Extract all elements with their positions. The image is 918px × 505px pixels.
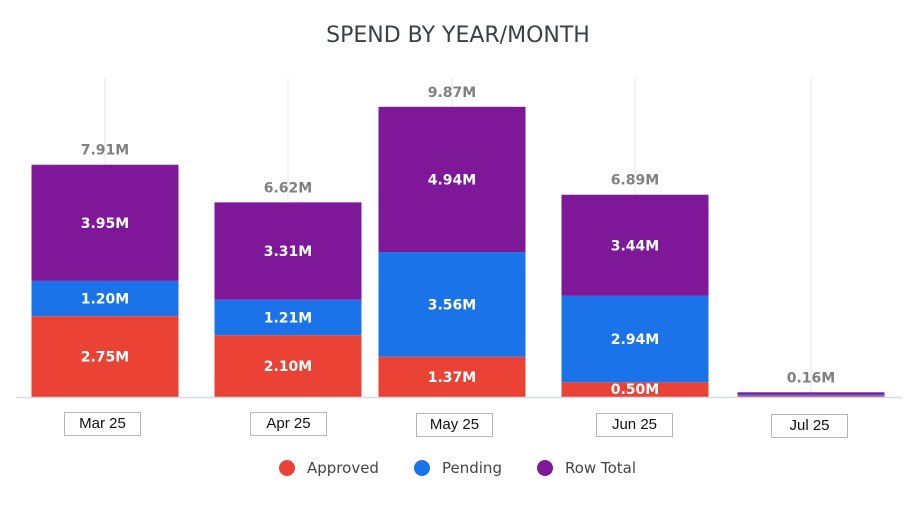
legend-dot-icon xyxy=(537,460,553,476)
total-value-label: 9.87M xyxy=(428,85,476,101)
bar-segment-pending[interactable] xyxy=(378,252,526,357)
segment-value-label: 3.95M xyxy=(81,216,129,232)
data-labels: 2.75M 1.20M 3.95M 7.91M 2.10M 1.21M 3.31M 6.62M… xyxy=(81,85,835,398)
legend-label: Row Total xyxy=(565,459,636,477)
legend-dot-icon xyxy=(414,460,430,476)
total-value-label: 6.89M xyxy=(611,172,659,188)
segment-value-label: 2.75M xyxy=(81,350,129,366)
segment-value-label: 3.31M xyxy=(264,244,312,260)
segment-value-label: 3.56M xyxy=(428,297,476,313)
bar-segment-pending[interactable] xyxy=(31,280,179,317)
bar-segment-approved[interactable] xyxy=(378,356,526,397)
x-tick-label: May 25 xyxy=(416,413,493,437)
bar-segment-row-total[interactable] xyxy=(561,194,709,296)
legend-dot-icon xyxy=(279,460,295,476)
legend-item-pending[interactable]: Pending xyxy=(414,457,502,479)
bar-segment-row-total[interactable] xyxy=(378,106,526,253)
bar-segment-row-total[interactable] xyxy=(737,392,885,395)
bar-segment-pending[interactable] xyxy=(214,299,362,336)
x-tick-label: Jul 25 xyxy=(771,414,848,438)
segment-value-label: 2.94M xyxy=(611,332,659,348)
legend-item-approved[interactable]: Approved xyxy=(279,457,379,479)
segment-value-label: 3.44M xyxy=(611,238,659,254)
segment-value-label: 1.21M xyxy=(264,310,312,326)
x-tick-label: Mar 25 xyxy=(64,412,141,436)
total-value-label: 0.16M xyxy=(787,370,835,386)
legend-item-row-total[interactable]: Row Total xyxy=(537,457,636,479)
segment-value-label: 1.37M xyxy=(428,370,476,386)
bar-segment-approved[interactable] xyxy=(561,382,709,397)
bars xyxy=(31,106,885,397)
legend-label: Pending xyxy=(442,459,502,477)
segment-value-label: 1.20M xyxy=(81,292,129,308)
bar-segment-pending[interactable] xyxy=(561,295,709,383)
bar-segment-row-total[interactable] xyxy=(214,202,362,300)
segment-value-label: 0.50M xyxy=(611,382,659,398)
total-value-label: 7.91M xyxy=(81,142,129,158)
segment-value-label: 4.94M xyxy=(428,172,476,188)
total-value-label: 6.62M xyxy=(264,180,312,196)
bar-segment-approved[interactable] xyxy=(31,316,179,397)
x-tick-label: Jun 25 xyxy=(596,413,673,437)
bar-segment-approved[interactable] xyxy=(737,395,885,397)
legend-label: Approved xyxy=(307,459,379,477)
segment-value-label: 2.10M xyxy=(264,359,312,375)
x-tick-label: Apr 25 xyxy=(250,412,327,436)
bar-segment-pending[interactable] xyxy=(737,394,885,396)
bar-segment-approved[interactable] xyxy=(214,335,362,397)
bar-segment-row-total[interactable] xyxy=(31,164,179,281)
chart-title: SPEND BY YEAR/MONTH xyxy=(326,23,590,48)
legend: Approved Pending Row Total xyxy=(0,457,918,479)
